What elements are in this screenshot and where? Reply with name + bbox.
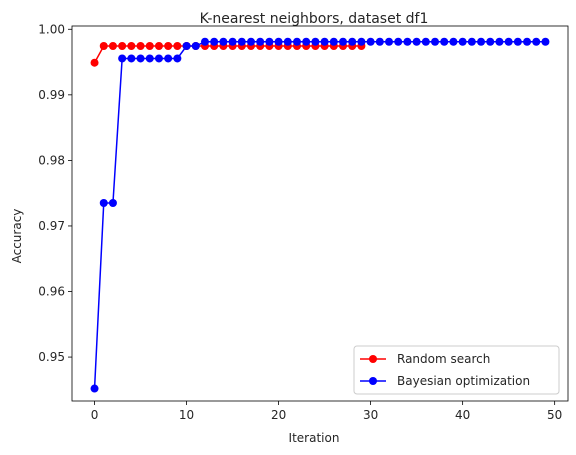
- series-bayesian-optimization: [90, 37, 550, 393]
- data-point-bayesian-optimization: [513, 37, 522, 46]
- y-tick-label: 0.99: [38, 88, 65, 102]
- data-point-bayesian-optimization: [173, 54, 182, 63]
- legend-label-random-search: Random search: [397, 352, 490, 366]
- legend-label-bayesian-optimization: Bayesian optimization: [397, 374, 530, 388]
- data-point-random-search: [164, 41, 173, 50]
- data-point-bayesian-optimization: [145, 54, 154, 63]
- data-point-bayesian-optimization: [458, 37, 467, 46]
- data-point-bayesian-optimization: [283, 37, 292, 46]
- data-point-bayesian-optimization: [274, 37, 283, 46]
- data-point-bayesian-optimization: [486, 37, 495, 46]
- series-line-bayesian-optimization: [93, 40, 546, 389]
- x-tick-label: 50: [547, 408, 562, 422]
- data-point-bayesian-optimization: [348, 37, 357, 46]
- data-point-bayesian-optimization: [504, 37, 513, 46]
- data-point-random-search: [173, 41, 182, 50]
- data-point-bayesian-optimization: [440, 37, 449, 46]
- data-point-bayesian-optimization: [477, 37, 486, 46]
- y-axis: 0.95 0.96 0.97 0.98 0.99 1.00: [38, 22, 72, 364]
- data-point-bayesian-optimization: [200, 37, 209, 46]
- data-point-bayesian-optimization: [320, 37, 329, 46]
- x-tick-label: 10: [179, 408, 194, 422]
- data-point-random-search: [154, 41, 163, 50]
- plot-area: [90, 37, 550, 393]
- plot-frame: [71, 25, 569, 402]
- data-point-bayesian-optimization: [108, 199, 117, 208]
- data-point-bayesian-optimization: [495, 37, 504, 46]
- data-point-bayesian-optimization: [385, 37, 394, 46]
- data-point-random-search: [136, 41, 145, 50]
- data-point-bayesian-optimization: [375, 37, 384, 46]
- data-point-bayesian-optimization: [136, 54, 145, 63]
- y-tick-label: 0.97: [38, 219, 65, 233]
- legend-frame: [353, 345, 560, 395]
- data-point-bayesian-optimization: [339, 37, 348, 46]
- data-point-bayesian-optimization: [246, 37, 255, 46]
- data-point-bayesian-optimization: [311, 37, 320, 46]
- data-point-random-search: [99, 41, 108, 50]
- data-point-bayesian-optimization: [449, 37, 458, 46]
- x-tick-label: 0: [91, 408, 99, 422]
- data-point-bayesian-optimization: [366, 37, 375, 46]
- x-tick-label: 20: [271, 408, 286, 422]
- data-point-bayesian-optimization: [127, 54, 136, 63]
- data-point-bayesian-optimization: [99, 199, 108, 208]
- data-point-bayesian-optimization: [523, 37, 532, 46]
- data-point-bayesian-optimization: [219, 37, 228, 46]
- data-point-bayesian-optimization: [394, 37, 403, 46]
- data-point-bayesian-optimization: [237, 37, 246, 46]
- data-point-random-search: [90, 58, 99, 67]
- x-tick-label: 40: [455, 408, 470, 422]
- data-point-bayesian-optimization: [421, 37, 430, 46]
- data-point-bayesian-optimization: [265, 37, 274, 46]
- data-point-bayesian-optimization: [292, 37, 301, 46]
- data-point-random-search: [108, 41, 117, 50]
- y-tick-label: 0.95: [38, 350, 65, 364]
- data-point-bayesian-optimization: [541, 37, 550, 46]
- data-point-bayesian-optimization: [329, 37, 338, 46]
- data-point-bayesian-optimization: [532, 37, 541, 46]
- data-point-bayesian-optimization: [467, 37, 476, 46]
- x-tick-label: 30: [363, 408, 378, 422]
- data-point-bayesian-optimization: [191, 41, 200, 50]
- data-point-random-search: [118, 41, 127, 50]
- data-point-bayesian-optimization: [90, 384, 99, 393]
- y-tick-label: 0.96: [38, 285, 65, 299]
- data-point-bayesian-optimization: [182, 41, 191, 50]
- chart-title: K-nearest neighbors, dataset df1: [200, 11, 429, 27]
- data-point-bayesian-optimization: [256, 37, 265, 46]
- data-point-bayesian-optimization: [154, 54, 163, 63]
- x-axis-label: Iteration: [289, 431, 340, 445]
- x-axis: 0 10 20 30 40 50: [91, 401, 562, 422]
- y-tick-label: 0.98: [38, 153, 65, 167]
- data-point-bayesian-optimization: [403, 37, 412, 46]
- data-point-bayesian-optimization: [302, 37, 311, 46]
- data-point-bayesian-optimization: [210, 37, 219, 46]
- data-point-bayesian-optimization: [118, 54, 127, 63]
- data-point-bayesian-optimization: [357, 37, 366, 46]
- data-point-random-search: [127, 41, 136, 50]
- data-point-bayesian-optimization: [431, 37, 440, 46]
- data-point-random-search: [145, 41, 154, 50]
- y-tick-label: 1.00: [38, 22, 65, 36]
- data-point-bayesian-optimization: [164, 54, 173, 63]
- data-point-bayesian-optimization: [228, 37, 237, 46]
- legend: Random search Bayesian optimization: [353, 345, 560, 395]
- data-point-bayesian-optimization: [412, 37, 421, 46]
- legend-marker-random-search: [369, 355, 377, 363]
- y-axis-label: Accuracy: [10, 209, 24, 264]
- legend-marker-bayesian-optimization: [369, 377, 377, 385]
